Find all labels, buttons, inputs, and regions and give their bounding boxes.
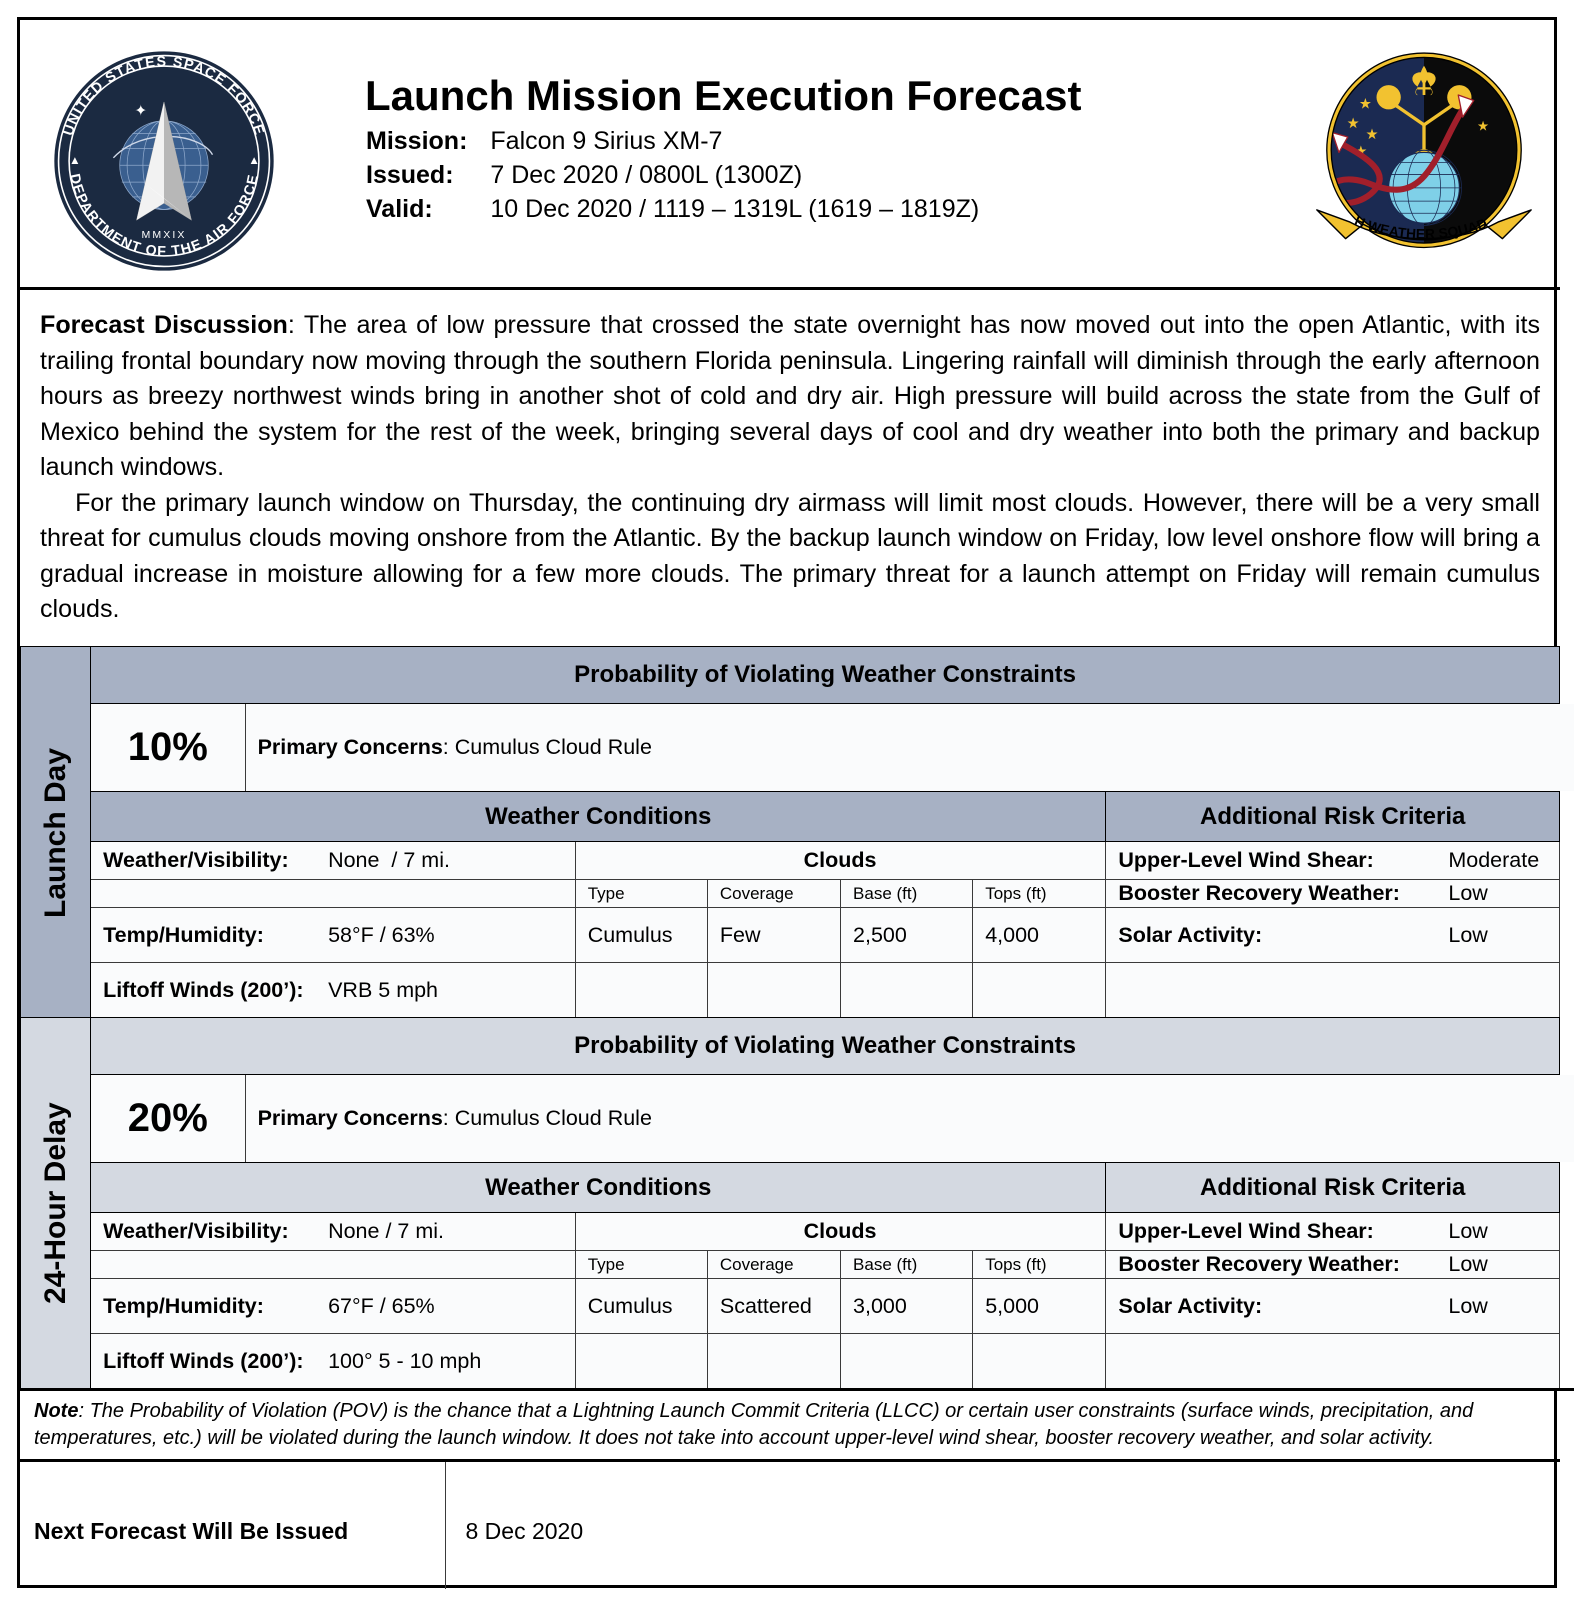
svg-text:✦: ✦ [134,104,146,120]
svg-text:★: ★ [1347,116,1360,132]
svg-text:★: ★ [1365,127,1378,143]
svg-text:▲: ▲ [69,154,80,167]
svg-text:MMXIX: MMXIX [141,229,186,241]
svg-text:★: ★ [1359,96,1372,112]
svg-text:▲: ▲ [248,154,259,167]
svg-text:★: ★ [1477,118,1489,133]
